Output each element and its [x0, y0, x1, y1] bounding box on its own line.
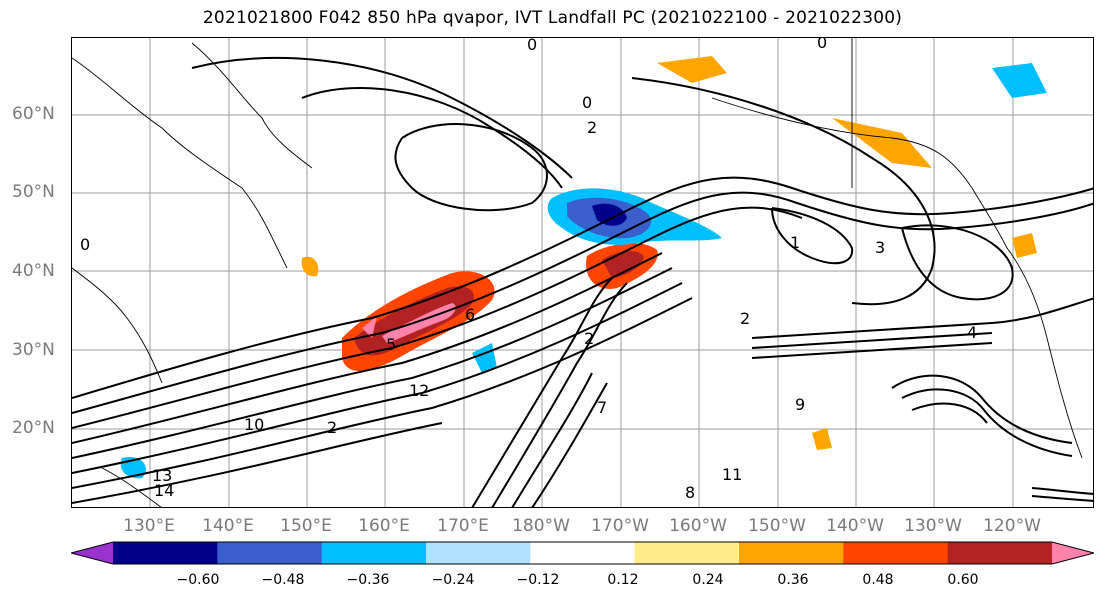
lon-label-140e: 140°E — [202, 516, 254, 536]
lat-label-40n: 40°N — [12, 261, 55, 281]
lon-label-120w: 120°W — [983, 516, 1041, 536]
colorbar-tick-5: −0.12 — [516, 572, 560, 588]
colorbar-tick-6: 0.12 — [607, 572, 639, 588]
lon-label-150w: 150°W — [748, 516, 806, 536]
colorbar-segment — [739, 542, 844, 564]
svg-text:1: 1 — [790, 233, 800, 252]
plot-title: 2021021800 F042 850 hPa qvapor, IVT Land… — [202, 8, 903, 28]
svg-text:14: 14 — [154, 481, 174, 500]
lon-label-130w: 130°W — [904, 516, 962, 536]
lat-label-50n: 50°N — [12, 182, 55, 202]
colorbar-tick-3: −0.36 — [346, 572, 390, 588]
colorbar-tick-2: −0.48 — [261, 572, 305, 588]
colorbar-segment — [113, 542, 218, 564]
colorbar-tick-10: 0.60 — [947, 572, 979, 588]
colorbar-segment — [634, 542, 740, 564]
svg-text:3: 3 — [875, 238, 885, 257]
colorbar-tick-8: 0.36 — [777, 572, 809, 588]
svg-text:12: 12 — [409, 381, 429, 400]
colorbar-segment — [426, 542, 531, 564]
lat-label-30n: 30°N — [12, 340, 55, 360]
svg-text:6: 6 — [465, 305, 475, 324]
svg-text:7: 7 — [597, 398, 607, 417]
svg-text:9: 9 — [795, 395, 805, 414]
svg-text:5: 5 — [386, 335, 396, 354]
colorbar-tick-1: −0.60 — [176, 572, 220, 588]
svg-text:11: 11 — [722, 465, 742, 484]
colorbar-extend-min — [71, 542, 113, 564]
svg-text:13: 13 — [152, 466, 172, 485]
svg-text:0: 0 — [817, 38, 827, 52]
svg-text:2: 2 — [587, 118, 597, 137]
colorbar-tick-9: 0.48 — [862, 572, 894, 588]
lon-label-170e: 170°E — [437, 516, 489, 536]
svg-text:0: 0 — [582, 93, 592, 112]
colorbar-segment — [947, 542, 1053, 564]
lon-label-160e: 160°E — [358, 516, 410, 536]
lat-label-20n: 20°N — [12, 418, 55, 438]
svg-text:2: 2 — [584, 329, 594, 348]
colorbar-tick-4: −0.24 — [431, 572, 475, 588]
graticule — [72, 38, 1093, 507]
svg-text:0: 0 — [527, 38, 537, 54]
colorbar — [71, 541, 1094, 565]
svg-text:0: 0 — [80, 235, 90, 254]
lon-label-160w: 160°W — [669, 516, 727, 536]
colorbar-segment — [321, 542, 427, 564]
lat-label-60n: 60°N — [12, 104, 55, 124]
colorbar-segment — [217, 542, 323, 564]
svg-text:10: 10 — [244, 415, 264, 434]
colorbar-segment — [530, 542, 636, 564]
svg-text:8: 8 — [685, 483, 695, 502]
colorbar-extend-max — [1052, 542, 1094, 564]
colorbar-segment — [843, 542, 949, 564]
coastlines — [72, 38, 1083, 507]
lon-label-150e: 150°E — [280, 516, 332, 536]
svg-text:4: 4 — [967, 323, 977, 342]
lon-label-170w: 170°W — [591, 516, 649, 536]
svg-text:2: 2 — [740, 309, 750, 328]
svg-text:2: 2 — [327, 418, 337, 437]
lon-label-130e: 130°E — [123, 516, 175, 536]
colorbar-tick-7: 0.24 — [692, 572, 724, 588]
lon-label-140w: 140°W — [826, 516, 884, 536]
lon-label-180w: 180°W — [512, 516, 570, 536]
ivt-contours — [72, 57, 1093, 507]
